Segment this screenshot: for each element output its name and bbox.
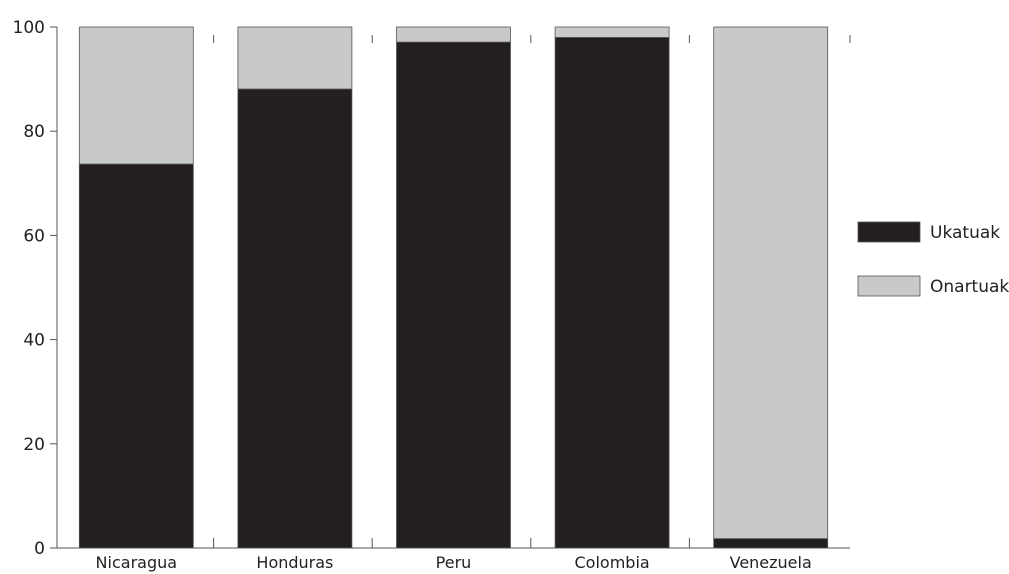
bar-onartuak-peru [396, 26, 511, 43]
legend: Ukatuak Onartuak [857, 221, 1009, 297]
bars [78, 26, 829, 549]
bar-onartuak-honduras [237, 26, 353, 90]
y-tick-label: 0 [34, 539, 45, 559]
bar-onartuak-colombia [554, 26, 670, 38]
y-axis: 0 20 40 60 80 100 [13, 18, 58, 559]
x-tick-label: Venezuela [730, 553, 812, 572]
y-tick-label: 60 [23, 226, 45, 246]
bar-ukatuak-honduras [237, 88, 353, 549]
bar-onartuak-venezuela [713, 26, 829, 540]
legend-label: Onartuak [930, 277, 1009, 297]
y-tick-label: 20 [23, 435, 45, 455]
bar-onartuak-nicaragua [78, 26, 194, 165]
legend-swatch [857, 275, 921, 297]
y-tick-label: 80 [23, 122, 45, 142]
y-tick-label: 100 [13, 18, 45, 38]
y-tick-label: 40 [23, 331, 45, 351]
bar-ukatuak-venezuela [713, 538, 829, 549]
bar-ukatuak-peru [396, 41, 511, 549]
x-tick-label: Colombia [575, 553, 650, 572]
x-tick-label: Nicaragua [96, 553, 178, 572]
x-tick-label: Honduras [256, 553, 333, 572]
bar-ukatuak-colombia [554, 37, 670, 549]
bar-ukatuak-nicaragua [78, 163, 194, 549]
category-labels: Nicaragua Honduras Peru Colombia Venezuela [96, 553, 812, 572]
legend-label: Ukatuak [930, 223, 1000, 243]
legend-swatch [857, 221, 921, 243]
x-tick-label: Peru [436, 553, 472, 572]
